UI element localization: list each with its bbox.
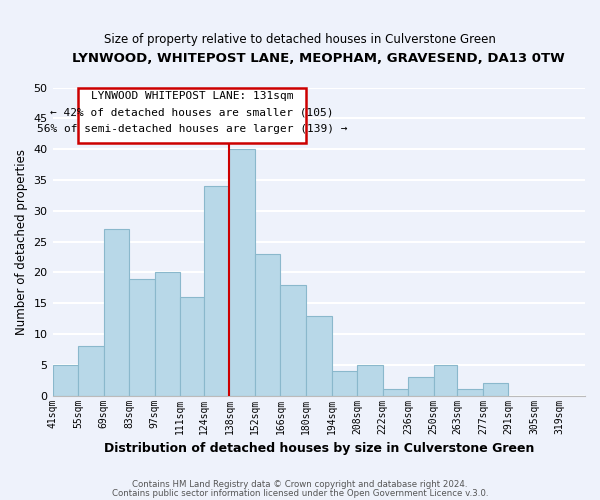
Bar (78, 346, 104, 396)
Bar (434, 365, 457, 396)
Bar (104, 229, 129, 396)
Bar (457, 390, 483, 396)
Text: Size of property relative to detached houses in Culverstone Green: Size of property relative to detached ho… (104, 32, 496, 46)
Text: ← 42% of detached houses are smaller (105): ← 42% of detached houses are smaller (10… (50, 108, 334, 118)
Bar (129, 278, 155, 396)
Text: 56% of semi-detached houses are larger (139) →: 56% of semi-detached houses are larger (… (37, 124, 347, 134)
FancyBboxPatch shape (78, 88, 306, 143)
Bar (255, 254, 280, 396)
Bar (383, 390, 408, 396)
Title: LYNWOOD, WHITEPOST LANE, MEOPHAM, GRAVESEND, DA13 0TW: LYNWOOD, WHITEPOST LANE, MEOPHAM, GRAVES… (73, 52, 565, 66)
Text: Contains HM Land Registry data © Crown copyright and database right 2024.: Contains HM Land Registry data © Crown c… (132, 480, 468, 489)
Bar (357, 365, 383, 396)
Bar (155, 272, 180, 396)
X-axis label: Distribution of detached houses by size in Culverstone Green: Distribution of detached houses by size … (104, 442, 534, 455)
Bar (204, 186, 229, 396)
Bar (180, 297, 204, 396)
Bar (280, 284, 306, 396)
Y-axis label: Number of detached properties: Number of detached properties (15, 148, 28, 334)
Bar (408, 377, 434, 396)
Bar (53, 365, 78, 396)
Bar (229, 149, 255, 396)
Bar (306, 316, 332, 396)
Text: Contains public sector information licensed under the Open Government Licence v.: Contains public sector information licen… (112, 488, 488, 498)
Text: LYNWOOD WHITEPOST LANE: 131sqm: LYNWOOD WHITEPOST LANE: 131sqm (91, 91, 293, 101)
Bar (332, 371, 357, 396)
Bar (483, 384, 508, 396)
